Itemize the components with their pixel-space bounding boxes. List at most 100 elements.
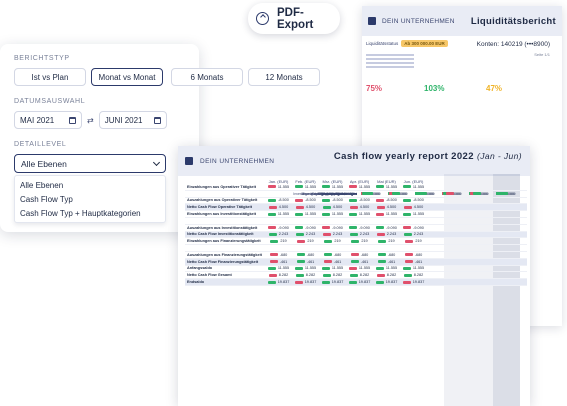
cell-value: 4.300 xyxy=(398,191,407,196)
cell-value: -680 xyxy=(360,252,369,257)
cell-value: 219 xyxy=(480,191,487,196)
report-type-monat-vs-monat[interactable]: Monat vs Monat xyxy=(91,68,163,86)
cell-value: 11.555 xyxy=(385,266,398,271)
report-settings-panel: BERICHTSTYP Ist vs Plan Monat vs Monat D… xyxy=(0,44,199,232)
table-row: Endsaldo 19.837 19.837 19.837 19.837 19.837 19… xyxy=(185,279,527,286)
table-cell: -461 xyxy=(346,260,373,264)
table-cell: 0 xyxy=(411,192,438,197)
date-range: MAI 2021 ⇄ JUNI 2021 xyxy=(14,111,185,129)
cashflow-company: DEIN UNTERNEHMEN xyxy=(200,157,275,165)
cell-value: -8.500 xyxy=(305,198,316,203)
trend-indicator xyxy=(324,239,333,243)
cell-value: 4.500 xyxy=(413,205,424,210)
table-cell: -680 xyxy=(292,253,319,257)
cell-value: -680 xyxy=(398,191,406,196)
report-type-6-monats[interactable]: 6 Monats xyxy=(171,68,243,86)
cell-value: 4.500 xyxy=(359,205,370,210)
row-label: Anfangssaldo xyxy=(187,266,213,271)
cell-value: 19.837 xyxy=(304,280,317,285)
trend-indicator xyxy=(321,266,330,270)
cell-value: -3.300 xyxy=(478,191,489,196)
cell-value: -5.200 xyxy=(505,191,516,196)
cell-value: 8.282 xyxy=(278,273,289,278)
table-cell: 8.282 xyxy=(319,273,346,277)
trend-indicator xyxy=(375,185,384,189)
table-cell: 8.282 xyxy=(400,273,427,277)
row-label: Netto Cash Flow Investitionstätigkeit xyxy=(187,232,254,237)
report-type-ist-vs-plan[interactable]: Ist vs Plan xyxy=(14,68,86,86)
table-cell: -8.500 xyxy=(292,198,319,202)
cell-value: -5.200 xyxy=(451,191,462,196)
detail-level-select[interactable]: Alle Ebenen xyxy=(14,154,166,173)
row-label: Eigenkapitalzuführungen xyxy=(318,191,357,196)
trend-indicator xyxy=(376,226,385,230)
detail-option-all[interactable]: Alle Ebenen xyxy=(20,180,64,190)
cell-value: 11.555 xyxy=(304,212,317,217)
table-cell: -461 xyxy=(292,260,319,264)
table-cell: 19.837 xyxy=(265,280,292,284)
table-cell: 11.555 xyxy=(319,266,346,270)
trend-indicator xyxy=(404,260,413,264)
table-cell: -461 xyxy=(319,260,346,264)
cell-value: 219 xyxy=(415,239,422,244)
cell-value: -8.500 xyxy=(278,198,289,203)
cashflow-title-range: (Jan - Jun) xyxy=(476,151,522,161)
date-from-picker[interactable]: MAI 2021 xyxy=(14,111,82,129)
trend-indicator xyxy=(402,266,411,270)
cell-value: 11.555 xyxy=(412,212,425,217)
date-to-picker[interactable]: JUNI 2021 xyxy=(98,111,167,129)
trend-indicator xyxy=(378,239,387,243)
row-label: Löhne und Gehälter xyxy=(326,191,357,196)
cell-value: -9.090 xyxy=(278,225,289,230)
cell-value: 11.555 xyxy=(304,184,317,189)
row-label: Netto Cash Flow Operative Tätigkeit xyxy=(187,205,252,210)
trend-indicator xyxy=(402,280,411,284)
table-cell: 4.500 xyxy=(319,205,346,209)
column-header: Apr. (EUR) xyxy=(349,179,370,184)
detail-option-cashflow-type-main[interactable]: Cash Flow Typ + Hauptkategorien xyxy=(20,208,141,218)
table-cell: 8.282 xyxy=(346,273,373,277)
cell-value: 7.255 xyxy=(425,191,434,196)
trend-indicator xyxy=(268,198,277,202)
cell-value: -680 xyxy=(414,252,423,257)
cashflow-title-text: Cash flow yearly report 2022 xyxy=(333,151,474,162)
cell-value: -4.300 xyxy=(505,191,516,196)
liquidity-title: Liquiditätsbericht xyxy=(470,15,556,27)
table-cell: 19.837 xyxy=(319,280,346,284)
row-label: Gehälter, Kosten xyxy=(330,191,357,196)
table-row xyxy=(185,218,527,225)
table-cell: -9.090 xyxy=(373,226,400,230)
row-label: Auszahlungen aus Investitionstätigkeit xyxy=(187,225,258,230)
trend-indicator xyxy=(350,260,359,264)
cell-value: 0 xyxy=(482,191,485,196)
cell-value: -680 xyxy=(387,252,396,257)
table-cell: 2.243 xyxy=(292,232,319,236)
table-cell: 219 xyxy=(319,239,346,243)
column-header: Feb. (EUR) xyxy=(295,179,316,184)
row-label: Einzahlungen aus Operativer Tätigkeit xyxy=(187,184,256,189)
trend-indicator xyxy=(323,260,332,264)
row-label: Investition in das Finanzanlagevermögen xyxy=(293,191,357,196)
table-cell: 19.837 xyxy=(346,280,373,284)
trend-indicator xyxy=(349,232,358,236)
date-from-value: MAI 2021 xyxy=(20,115,55,125)
cell-value: 219 xyxy=(388,239,395,244)
table-cell: 11.555 xyxy=(292,266,319,270)
pdf-export-button[interactable]: PDF-Export xyxy=(248,3,340,34)
detail-option-cashflow-type[interactable]: Cash Flow Typ xyxy=(20,194,73,204)
chip-label: Liquiditätsstatus xyxy=(366,41,399,46)
table-cell: -8.500 xyxy=(373,198,400,202)
detaillevel-label: DETAILLEVEL xyxy=(14,141,67,148)
cell-value: 7.255 xyxy=(479,191,488,196)
trend-indicator xyxy=(294,280,303,284)
trend-indicator xyxy=(322,273,331,277)
table-cell: 0 xyxy=(357,192,384,197)
cell-value: -680 xyxy=(425,191,433,196)
table-cell: -461 xyxy=(265,260,292,264)
cell-value: -4.790 xyxy=(424,191,435,196)
report-type-12-monats[interactable]: 12 Monats xyxy=(248,68,320,86)
table-row: Dividendenzahlungen 0 0 0 0 0 0 xyxy=(277,191,519,198)
row-label: Einzahlungen aus Finanzierungstätigkeit xyxy=(187,239,261,244)
trend-indicator xyxy=(268,226,277,230)
cell-value: 4.300 xyxy=(479,191,488,196)
